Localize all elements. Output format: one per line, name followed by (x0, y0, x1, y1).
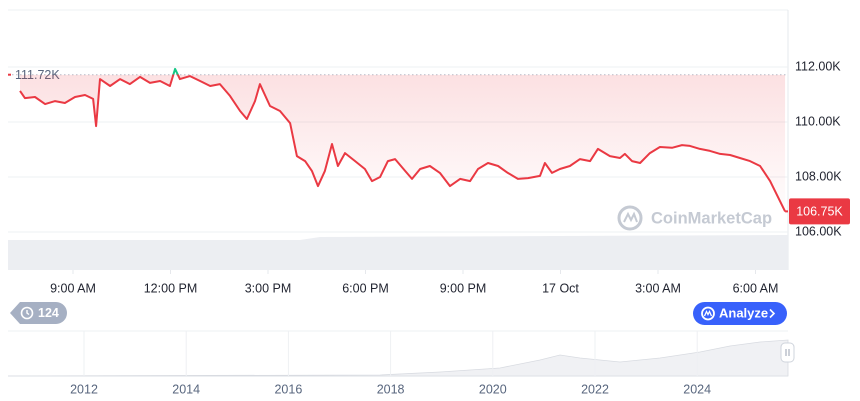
navigator-label: 2022 (581, 382, 609, 396)
x-tick-label: 17 Oct (542, 281, 579, 295)
badge-text: 124 (38, 306, 59, 320)
area (20, 74, 786, 212)
navigator-label: 2020 (479, 382, 507, 396)
navigator-label: 2012 (70, 382, 98, 396)
current-price-label: 106.75K (796, 205, 843, 219)
analyze-button[interactable]: Analyze (693, 302, 787, 325)
current-price-box (789, 198, 850, 225)
x-tick-label: 3:00 PM (245, 281, 292, 295)
y-tick-label: 108.00K (795, 169, 842, 183)
y-tick-label: 112.00K (795, 59, 841, 73)
volume-band (8, 235, 788, 270)
x-tick-label: 6:00 PM (342, 281, 389, 295)
price-line (19, 67, 786, 212)
button-text: Analyze (719, 305, 768, 320)
x-tick-label: 12:00 PM (144, 281, 198, 295)
y-tick-label: 110.00K (795, 114, 841, 128)
navigator-label: 2014 (172, 382, 200, 396)
watermark-text: CoinMarketCap (651, 209, 772, 227)
history-badge[interactable]: 124 (10, 302, 67, 324)
x-tick-label: 9:00 PM (440, 281, 487, 295)
navigator-label: 2018 (377, 382, 405, 396)
navigator-label: 2024 (683, 382, 711, 396)
x-tick-label: 9:00 AM (50, 281, 96, 295)
navigator-label: 2016 (274, 382, 302, 396)
x-tick-label: 3:00 AM (635, 281, 681, 295)
y-tick-label: 106.00K (795, 224, 842, 238)
watermark: CoinMarketCap (617, 205, 772, 231)
x-tick-label: 6:00 AM (733, 281, 779, 295)
navigator (7, 330, 795, 377)
